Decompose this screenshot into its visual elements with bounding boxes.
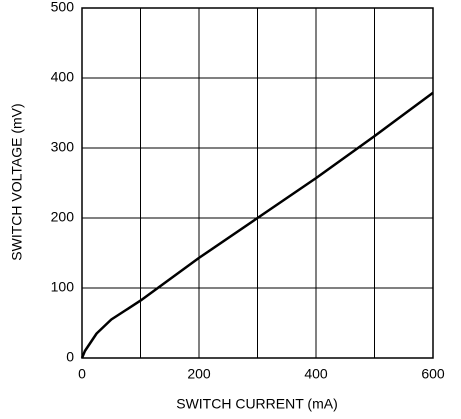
y-tick-label: 500 [51, 0, 75, 15]
y-tick-label: 0 [66, 349, 74, 365]
y-tick-label: 300 [51, 139, 75, 155]
x-tick-label: 200 [187, 366, 211, 382]
y-tick-label: 400 [51, 69, 75, 85]
y-tick-label: 100 [51, 279, 75, 295]
plot-frame [81, 7, 434, 359]
y-axis-label: SWITCH VOLTAGE (mV) [9, 103, 25, 260]
x-axis-label: SWITCH CURRENT (mA) [176, 396, 338, 412]
x-tick-label: 400 [304, 366, 328, 382]
curve [80, 91, 434, 359]
x-tick-label: 600 [421, 366, 445, 382]
x-tick-label: 0 [78, 366, 86, 382]
y-tick-label: 200 [51, 209, 75, 225]
